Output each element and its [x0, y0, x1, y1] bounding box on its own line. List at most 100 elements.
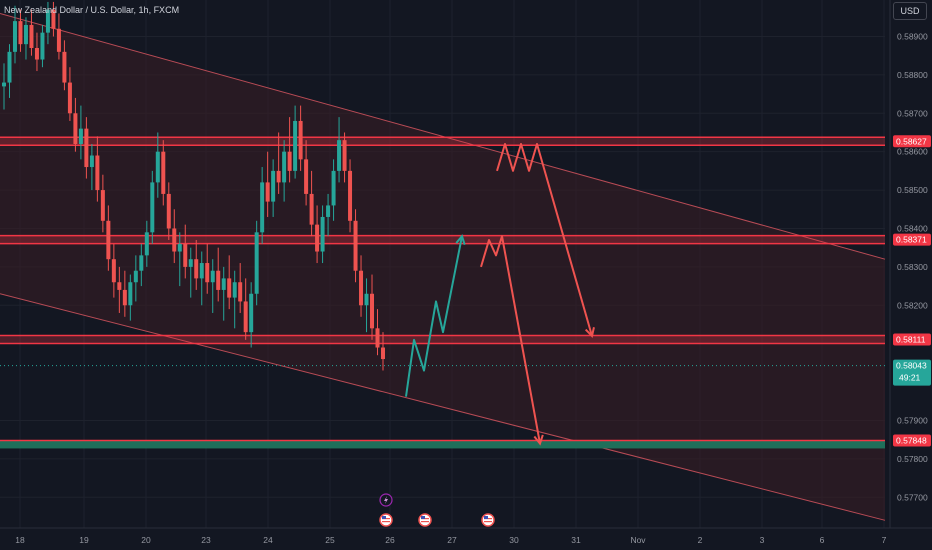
candle-body [183, 243, 188, 267]
candle-body [100, 190, 105, 221]
zone-support-band [0, 440, 885, 449]
y-tick-label: 0.58900 [897, 31, 928, 41]
candle-body [309, 193, 314, 225]
candle-body [56, 28, 61, 52]
x-tick-label: 19 [79, 535, 89, 545]
candle-body [166, 193, 171, 229]
price-axis-bg [890, 0, 932, 550]
x-tick-label: 25 [325, 535, 335, 545]
x-tick-label: 31 [571, 535, 581, 545]
currency-selector[interactable]: USD [893, 2, 927, 20]
candle-body [155, 151, 160, 183]
candle-body [18, 21, 23, 45]
icon-bolt [384, 496, 388, 504]
projection-arrowhead [584, 326, 595, 339]
candle-body [194, 259, 199, 279]
icon-canton [421, 516, 425, 519]
channel-upper-line [0, 12, 886, 260]
price-label: 0.58627 [896, 136, 927, 146]
candle-body [227, 278, 232, 298]
candle-body [139, 255, 144, 271]
candle-body [199, 263, 204, 279]
icon-stripe [484, 521, 492, 523]
price-label-bg [893, 333, 931, 346]
candle-body [221, 278, 226, 290]
candle-body [243, 301, 248, 333]
y-tick-label: 0.57900 [897, 415, 928, 425]
candle-body [89, 155, 94, 168]
candle-body [106, 220, 111, 260]
candle-body [117, 282, 122, 290]
candle-body [326, 205, 331, 217]
lightning-icon[interactable] [379, 493, 393, 507]
x-tick-label: 2 [698, 535, 703, 545]
candle-body [78, 128, 83, 144]
candle-body [331, 170, 336, 206]
candle-body [232, 282, 237, 298]
candle-body [67, 82, 72, 114]
candle-body [122, 289, 127, 306]
y-tick-label: 0.58800 [897, 70, 928, 80]
x-tick-label: 18 [15, 535, 25, 545]
candle-body [353, 220, 358, 271]
y-tick-label: 0.57800 [897, 454, 928, 464]
y-tick-label: 0.58500 [897, 185, 928, 195]
x-tick-label: 30 [509, 535, 519, 545]
candle-body [51, 9, 56, 29]
candle-body [111, 259, 116, 283]
us-flag-icon[interactable] [418, 513, 432, 527]
x-tick-label: 7 [882, 535, 887, 545]
candle-body [249, 293, 254, 333]
candle-body [359, 270, 364, 306]
candle-body [188, 259, 193, 267]
icon-stripe [421, 521, 429, 523]
icon-ring [481, 513, 495, 527]
projection-arrowhead [533, 434, 544, 446]
candle-body [62, 51, 67, 83]
candle-body [348, 170, 353, 221]
price-label-bg [893, 359, 931, 386]
us-flag-icon[interactable] [379, 513, 393, 527]
candle-body [73, 113, 78, 144]
candle-body [210, 270, 215, 283]
x-tick-label: 26 [385, 535, 395, 545]
candle-body [276, 170, 281, 183]
candle-body [337, 140, 342, 171]
candle-body [216, 270, 221, 290]
zone-band [0, 137, 885, 146]
candle-body [144, 232, 149, 256]
price-label-bg [893, 233, 931, 246]
channel-lower-line [0, 293, 886, 521]
price-label: 0.58111 [896, 334, 926, 344]
price-label: 0.58371 [896, 235, 927, 245]
candle-body [282, 151, 287, 183]
price-label-bg [893, 135, 931, 148]
candle-body [370, 293, 375, 329]
candle-body [254, 232, 259, 294]
projection-arrowhead [455, 234, 466, 246]
icon-stripe [382, 521, 390, 523]
x-tick-label: Nov [630, 535, 646, 545]
candle-body [320, 216, 325, 252]
y-tick-label: 0.58400 [897, 223, 928, 233]
candle-body [381, 347, 385, 360]
candle-body [161, 151, 166, 194]
x-tick-label: 23 [201, 535, 211, 545]
candle-body [2, 82, 6, 87]
candle-body [12, 21, 17, 52]
candle-body [172, 228, 177, 252]
x-tick-label: 20 [141, 535, 151, 545]
icon-canton [484, 516, 488, 519]
y-tick-label: 0.58300 [897, 262, 928, 272]
icon-ring [418, 513, 432, 527]
candle-body [177, 243, 182, 252]
price-label-bg [893, 434, 931, 447]
us-flag-icon[interactable] [481, 513, 495, 527]
candle-body [29, 24, 34, 48]
candle-body [133, 270, 138, 283]
channel-fill [0, 13, 885, 521]
candle-body [238, 282, 243, 302]
candle-body [205, 263, 210, 283]
symbol-title: New Zealand Dollar / U.S. Dollar, 1h, FX… [4, 5, 180, 15]
